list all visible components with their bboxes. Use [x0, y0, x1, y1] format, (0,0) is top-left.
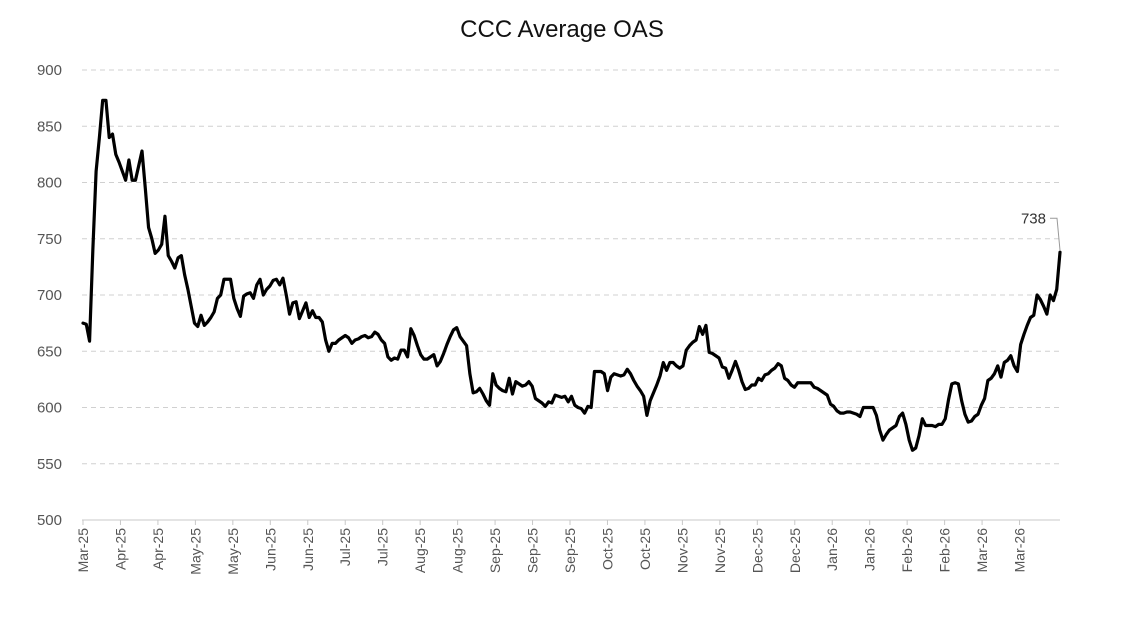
- x-tick-label: Mar-25: [75, 528, 91, 573]
- end-value-label: 738: [1021, 210, 1046, 227]
- x-tick-label: Jun-25: [300, 528, 316, 571]
- x-tick-label: Feb-26: [937, 528, 953, 573]
- x-tick-label: Feb-26: [899, 528, 915, 573]
- x-tick-label: Apr-25: [112, 528, 128, 570]
- y-tick-label: 700: [37, 287, 62, 304]
- y-tick-label: 550: [37, 456, 62, 473]
- x-tick-label: Nov-25: [674, 528, 690, 573]
- x-tick-label: Sep-25: [525, 528, 541, 573]
- y-tick-label: 800: [37, 175, 62, 192]
- y-tick-label: 600: [37, 400, 62, 417]
- y-tick-label: 500: [37, 512, 62, 529]
- x-tick-label: Jan-26: [824, 528, 840, 571]
- end-label-leader: [1050, 217, 1061, 251]
- x-tick-label: May-25: [225, 528, 241, 575]
- y-tick-label: 900: [37, 62, 62, 79]
- x-tick-label: Jul-25: [337, 528, 353, 566]
- y-tick-label: 650: [37, 343, 62, 360]
- y-tick-label: 750: [37, 231, 62, 248]
- x-tick-label: Apr-25: [150, 528, 166, 570]
- x-tick-label: May-25: [187, 528, 203, 575]
- x-tick-label: Mar-26: [974, 528, 990, 573]
- x-tick-label: Mar-26: [1012, 528, 1028, 573]
- chart-title: CCC Average OAS: [460, 16, 664, 43]
- x-tick-label: Oct-25: [637, 528, 653, 570]
- x-tick-label: Jul-25: [375, 528, 391, 566]
- x-tick-label: Sep-25: [487, 528, 503, 573]
- x-tick-label: Dec-25: [787, 528, 803, 573]
- y-tick-label: 850: [37, 118, 62, 135]
- x-tick-label: Jan-26: [862, 528, 878, 571]
- x-tick-label: Aug-25: [412, 528, 428, 573]
- x-tick-label: Jun-25: [262, 528, 278, 571]
- x-tick-label: Aug-25: [450, 528, 466, 573]
- x-tick-label: Dec-25: [749, 528, 765, 573]
- x-tick-label: Sep-25: [562, 528, 578, 573]
- series-line: [81, 98, 1062, 452]
- x-tick-label: Nov-25: [712, 528, 728, 573]
- x-tick-label: Oct-25: [599, 528, 615, 570]
